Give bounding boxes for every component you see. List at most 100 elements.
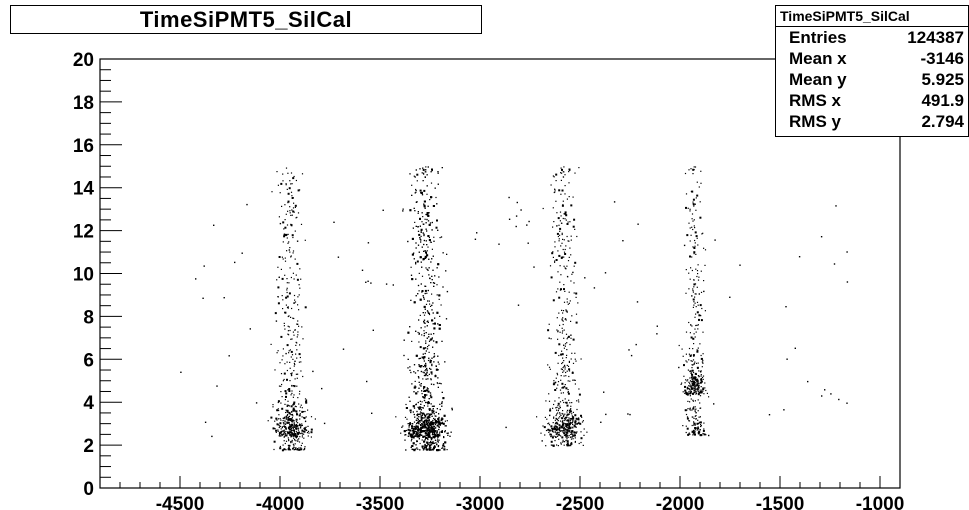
data-point [425, 374, 427, 377]
data-point [285, 213, 287, 215]
data-point [558, 189, 561, 192]
data-point [688, 391, 690, 393]
data-point [701, 307, 703, 310]
data-point [694, 424, 696, 426]
data-point [418, 333, 420, 335]
data-point [685, 425, 687, 427]
data-point [433, 236, 435, 238]
data-point [566, 435, 568, 437]
data-point [699, 416, 701, 418]
data-point [411, 194, 413, 196]
data-point [830, 393, 832, 395]
data-point [420, 383, 422, 385]
data-point [415, 247, 417, 249]
data-point [304, 410, 306, 413]
data-point [413, 371, 415, 373]
data-point [430, 383, 433, 385]
data-point [303, 437, 305, 439]
data-point [423, 298, 425, 300]
data-point [288, 449, 290, 451]
data-point [695, 415, 697, 417]
data-point [286, 344, 289, 347]
data-point [556, 413, 558, 415]
data-point [285, 418, 287, 420]
data-point [441, 422, 444, 424]
data-point [575, 321, 578, 324]
data-point [569, 411, 571, 414]
data-point [701, 376, 704, 379]
data-point [428, 258, 430, 260]
data-point [426, 413, 428, 415]
data-point [424, 419, 426, 422]
data-point [415, 189, 417, 192]
data-point [603, 391, 605, 393]
data-point [427, 311, 429, 313]
data-point [414, 426, 416, 428]
data-point [302, 338, 304, 340]
data-point [427, 346, 429, 348]
data-point [564, 343, 567, 345]
data-point [558, 438, 560, 440]
data-point [562, 392, 564, 394]
data-point [429, 241, 431, 243]
data-point [228, 355, 230, 357]
data-point [299, 390, 301, 392]
data-point [696, 366, 699, 369]
data-point [433, 442, 435, 444]
data-point [361, 269, 364, 271]
data-point [423, 250, 425, 252]
data-point [414, 176, 416, 178]
data-point [562, 330, 564, 332]
data-point [421, 401, 423, 403]
data-point [686, 416, 689, 418]
data-point [433, 445, 436, 448]
data-point [558, 240, 560, 242]
data-point [579, 422, 582, 425]
data-point [289, 329, 291, 332]
data-point [423, 360, 425, 362]
data-point [555, 436, 557, 438]
data-point [294, 204, 297, 207]
data-point [281, 383, 283, 386]
data-point [312, 370, 314, 373]
data-point [308, 432, 310, 434]
data-point [234, 261, 236, 264]
data-point [428, 239, 431, 241]
data-point [294, 405, 296, 407]
data-point [692, 288, 694, 290]
data-point [695, 235, 698, 238]
data-point [681, 382, 683, 384]
data-point [443, 436, 445, 438]
data-point [431, 364, 433, 367]
data-point [565, 357, 567, 359]
data-point [561, 362, 563, 365]
data-point [277, 400, 280, 403]
data-point [445, 425, 447, 427]
data-point [433, 405, 435, 407]
data-point [692, 400, 694, 402]
data-point [566, 436, 568, 438]
data-point [342, 348, 345, 350]
data-point [420, 239, 422, 241]
data-point [292, 272, 294, 274]
data-point [427, 220, 430, 222]
data-point [444, 446, 446, 448]
data-point [563, 428, 565, 430]
data-point [564, 211, 567, 214]
data-point [291, 433, 294, 436]
data-point [426, 367, 428, 370]
data-point [563, 239, 565, 241]
data-point [310, 436, 312, 438]
data-point [571, 432, 573, 435]
data-point [694, 293, 696, 295]
data-point [690, 381, 692, 383]
stats-label: RMS x [789, 91, 841, 110]
data-point [570, 204, 573, 207]
data-point [557, 381, 560, 383]
data-point [564, 267, 566, 269]
data-point [431, 449, 433, 451]
data-point [428, 448, 430, 450]
data-point [434, 187, 436, 189]
data-point [685, 379, 687, 381]
data-point [575, 426, 577, 428]
